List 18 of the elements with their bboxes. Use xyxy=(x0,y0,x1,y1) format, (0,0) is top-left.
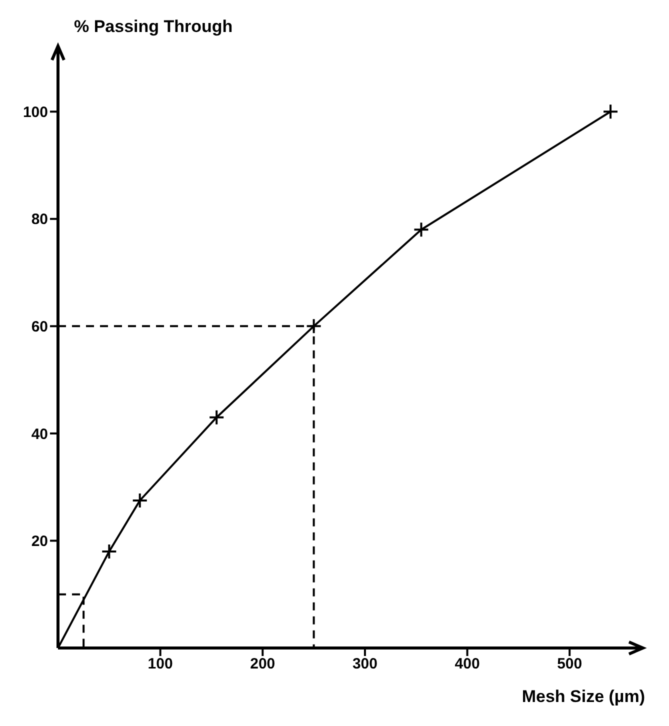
y-tick-label: 100 xyxy=(22,104,48,121)
y-tick-label: 40 xyxy=(31,426,48,443)
point xyxy=(413,222,430,238)
y-tick-label: 60 xyxy=(31,318,48,336)
y-tick-label: 80 xyxy=(31,211,48,228)
x-tick-label: 200 xyxy=(250,656,276,673)
x-tick-label: 400 xyxy=(454,656,480,673)
x-tick-label: 300 xyxy=(352,656,378,673)
point xyxy=(208,409,225,426)
x-axis-title: Mesh Size (µm) xyxy=(522,687,645,706)
y-tick-label: 20 xyxy=(31,533,48,550)
x-tick-label: 100 xyxy=(148,656,173,673)
x-tick-label: 500 xyxy=(557,656,582,673)
point xyxy=(602,104,619,120)
y-axis-title: % Passing Through xyxy=(74,17,233,36)
point xyxy=(101,543,118,560)
point xyxy=(306,318,322,334)
point xyxy=(132,492,148,508)
